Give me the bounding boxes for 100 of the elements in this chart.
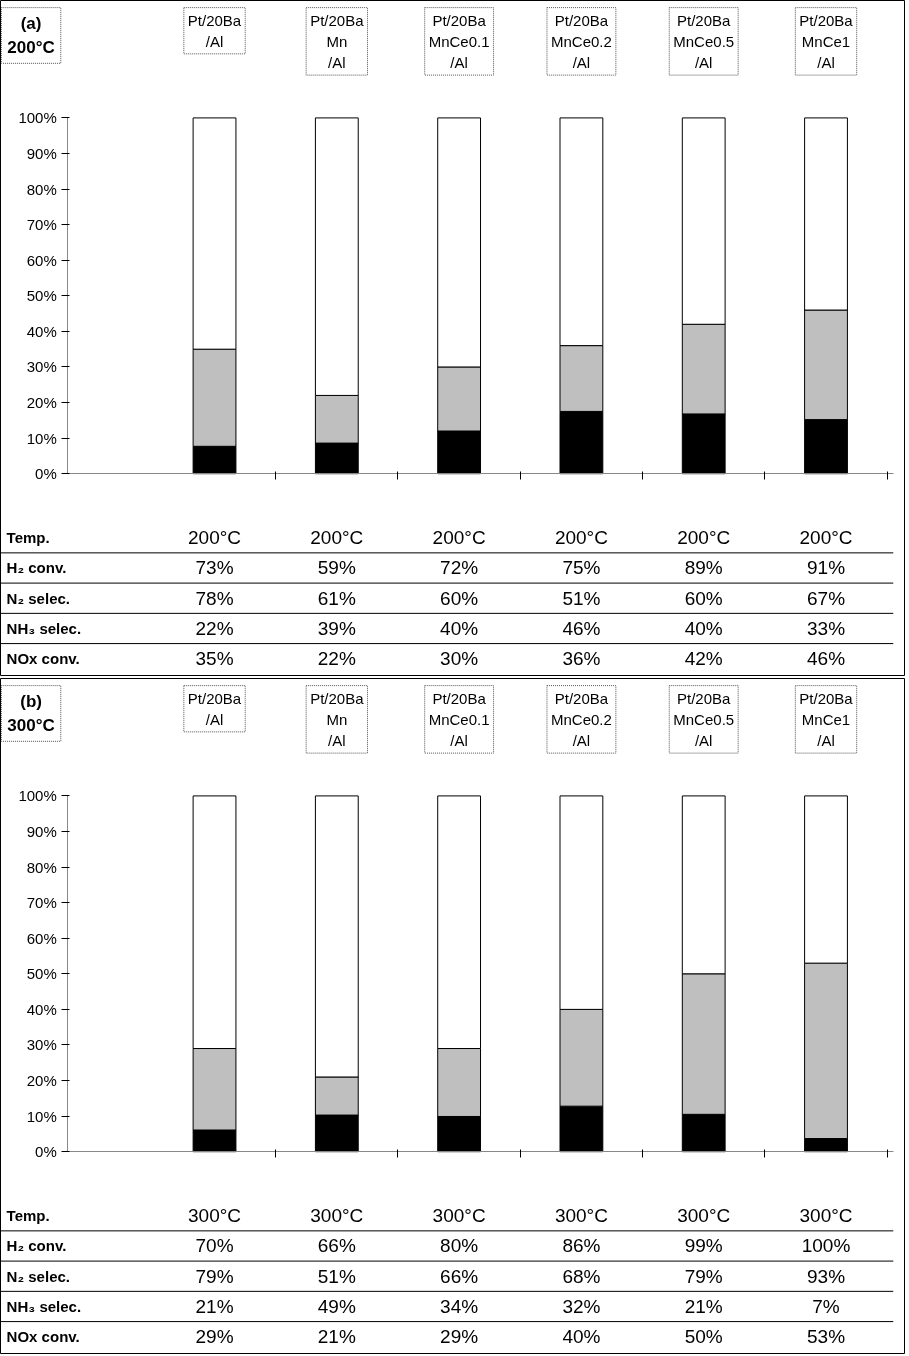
- y-tick-label: 40%: [26, 1000, 57, 1018]
- text: 200°C: [554, 527, 608, 549]
- text: H₂ conv.: [6, 559, 67, 577]
- y-tick-label: 80%: [26, 180, 57, 198]
- text: 60%: [684, 587, 723, 609]
- text: 50%: [684, 1326, 723, 1348]
- text: 72%: [440, 557, 479, 579]
- text: 22%: [195, 617, 234, 639]
- text: 300°C: [799, 1205, 853, 1227]
- text: 200°C: [432, 527, 486, 549]
- chart-title: (b): [20, 691, 42, 711]
- text: 21%: [684, 1295, 723, 1317]
- text: 49%: [317, 1295, 356, 1317]
- text: 79%: [195, 1265, 234, 1287]
- y-tick-label: 10%: [26, 1107, 57, 1125]
- text: 60%: [440, 587, 479, 609]
- text: 7%: [812, 1295, 840, 1317]
- text: NOx conv.: [6, 650, 80, 668]
- text: 61%: [317, 587, 356, 609]
- text: 93%: [806, 1265, 846, 1287]
- text: 80%: [440, 1235, 479, 1257]
- text: 21%: [195, 1295, 234, 1317]
- y-tick-label: 90%: [26, 144, 57, 162]
- y-tick-label: 80%: [26, 858, 57, 876]
- x-tick-label: Pt/20Ba Mn /Al: [310, 11, 365, 72]
- text: 22%: [317, 648, 356, 670]
- chart-subtitle: 200°C: [7, 38, 55, 58]
- text: 300°C: [554, 1205, 608, 1227]
- text: 42%: [684, 648, 723, 670]
- y-tick-label: 60%: [26, 929, 57, 947]
- text: 300°C: [310, 1205, 364, 1227]
- x-tick-label: Pt/20Ba /Al: [187, 11, 242, 50]
- text: 78%: [195, 587, 234, 609]
- text: 40%: [440, 617, 479, 639]
- text: 200°C: [310, 527, 364, 549]
- text: 91%: [806, 557, 846, 579]
- chart-subtitle: 300°C: [7, 716, 55, 736]
- y-tick-label: 50%: [26, 287, 57, 305]
- text: 73%: [195, 557, 234, 579]
- y-tick-label: 30%: [26, 358, 57, 376]
- text: 300°C: [188, 1205, 242, 1227]
- text: 35%: [195, 648, 234, 670]
- y-tick-label: 0%: [35, 1143, 57, 1161]
- text: 66%: [317, 1235, 356, 1257]
- text: N₂ selec.: [6, 1267, 70, 1285]
- x-tick-label: Pt/20Ba Mn /Al: [310, 689, 365, 750]
- text: 39%: [317, 617, 356, 639]
- text: 21%: [317, 1326, 356, 1348]
- text: 67%: [806, 587, 846, 609]
- text: 200°C: [677, 527, 731, 549]
- text: 30%: [440, 648, 479, 670]
- text: 86%: [562, 1235, 601, 1257]
- x-tick-label: Pt/20Ba MnCe0.5 /Al: [673, 11, 735, 72]
- text: 51%: [317, 1265, 356, 1287]
- text: 29%: [440, 1326, 479, 1348]
- text: NH₃ selec.: [6, 1297, 82, 1315]
- text: 40%: [562, 1326, 601, 1348]
- text: NH₃ selec.: [6, 619, 82, 637]
- x-tick-label: Pt/20Ba MnCe0.1 /Al: [428, 11, 490, 72]
- y-tick-label: 10%: [26, 429, 57, 447]
- text: 53%: [806, 1326, 846, 1348]
- text: 100%: [801, 1235, 851, 1257]
- text: 36%: [562, 648, 601, 670]
- text: 33%: [806, 617, 846, 639]
- text: 29%: [195, 1326, 234, 1348]
- text: 68%: [562, 1265, 601, 1287]
- text: 46%: [806, 648, 846, 670]
- text: 70%: [195, 1235, 234, 1257]
- text: 32%: [562, 1295, 601, 1317]
- text: 200°C: [188, 527, 242, 549]
- y-tick-label: 60%: [26, 251, 57, 269]
- y-tick-label: 20%: [26, 1072, 57, 1090]
- x-tick-label: Pt/20Ba MnCe0.2 /Al: [550, 11, 612, 72]
- text: NOx conv.: [6, 1328, 80, 1346]
- y-tick-label: 70%: [26, 894, 57, 912]
- chart-title: (a): [20, 13, 42, 33]
- x-tick-label: Pt/20Ba MnCe0.1 /Al: [428, 689, 490, 750]
- x-tick-label: Pt/20Ba MnCe1 /Al: [799, 689, 854, 750]
- text: 79%: [684, 1265, 723, 1287]
- text: 46%: [562, 617, 601, 639]
- y-tick-label: 0%: [35, 465, 57, 483]
- x-tick-label: Pt/20Ba MnCe1 /Al: [799, 11, 854, 72]
- y-tick-label: 40%: [26, 322, 57, 340]
- text: N₂ selec.: [6, 589, 70, 607]
- x-tick-label: Pt/20Ba MnCe0.5 /Al: [673, 689, 735, 750]
- y-tick-label: 20%: [26, 394, 57, 412]
- text: 40%: [684, 617, 723, 639]
- y-tick-label: 30%: [26, 1036, 57, 1054]
- y-tick-label: 100%: [18, 787, 57, 805]
- x-tick-label: Pt/20Ba /Al: [187, 689, 242, 728]
- text: H₂ conv.: [6, 1237, 67, 1255]
- text: 89%: [684, 557, 723, 579]
- text: 34%: [440, 1295, 479, 1317]
- y-tick-label: 90%: [26, 822, 57, 840]
- text: 300°C: [677, 1205, 731, 1227]
- text: Temp.: [6, 1207, 50, 1225]
- text: 51%: [562, 587, 601, 609]
- y-tick-label: 50%: [26, 965, 57, 983]
- text: 99%: [684, 1235, 723, 1257]
- text: 200°C: [799, 527, 853, 549]
